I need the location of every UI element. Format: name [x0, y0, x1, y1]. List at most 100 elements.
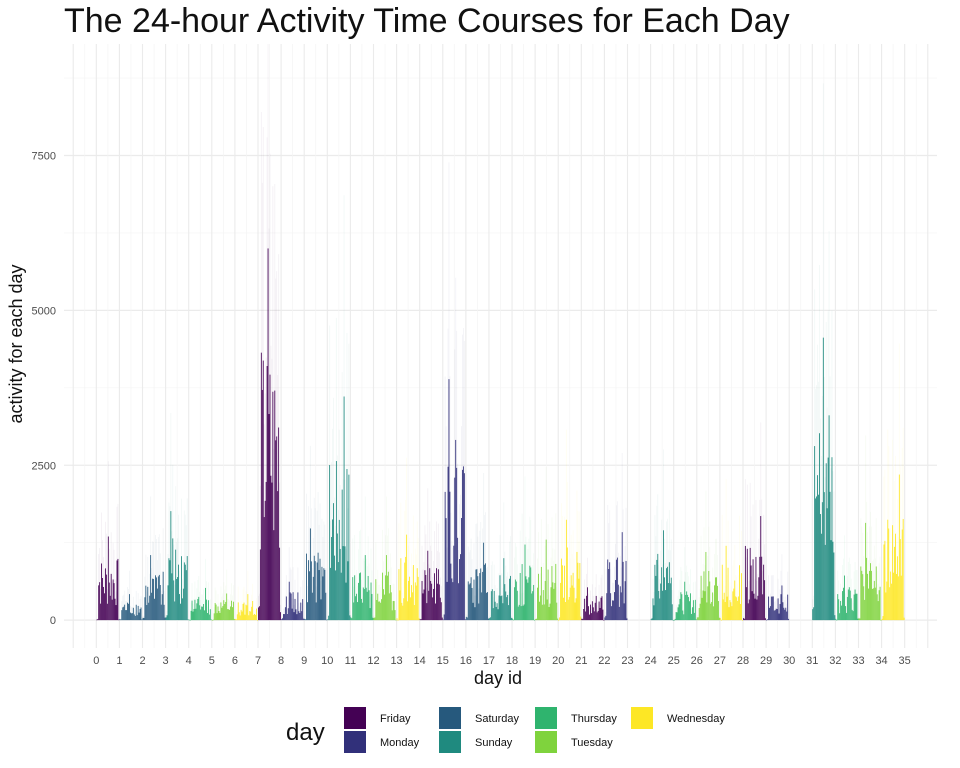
bar-shadow: [738, 575, 740, 597]
bar-shadow: [430, 545, 432, 581]
bar: [662, 590, 664, 621]
bar: [178, 564, 179, 621]
bar: [204, 610, 205, 621]
bar-shadow: [788, 617, 790, 619]
bar-shadow: [514, 542, 516, 580]
bar-shadow: [288, 547, 290, 582]
bar: [693, 612, 695, 621]
bar: [666, 568, 667, 621]
bar: [903, 617, 905, 621]
bar-shadow: [865, 435, 867, 523]
bar-shadow: [227, 599, 229, 610]
bar: [626, 618, 628, 621]
bar-shadow: [502, 587, 504, 604]
bar: [517, 606, 519, 621]
bar: [528, 577, 530, 621]
bar-shadow: [692, 582, 694, 601]
bar-shadow: [396, 616, 398, 619]
bar: [462, 469, 463, 621]
bar-shadow: [415, 554, 417, 586]
bar-shadow: [304, 617, 306, 619]
bar: [457, 537, 459, 621]
bar: [105, 574, 107, 621]
bar-shadow: [718, 615, 720, 618]
bar-shadow: [842, 564, 843, 592]
bar: [822, 337, 824, 621]
bar-shadow: [835, 617, 837, 619]
bar-shadow: [887, 429, 889, 520]
bar: [268, 414, 270, 621]
bar-shadow: [903, 615, 905, 618]
bar-shadow: [698, 597, 700, 609]
bar-shadow: [242, 589, 244, 604]
bar: [543, 604, 545, 621]
bar: [718, 617, 720, 621]
bar-shadow: [613, 582, 614, 601]
bar-shadow: [831, 310, 833, 458]
bar-shadow: [392, 583, 394, 601]
bar: [285, 596, 287, 621]
bar-shadow: [252, 583, 254, 602]
bar: [766, 619, 767, 621]
bar: [564, 602, 566, 621]
bar-shadow: [436, 521, 437, 569]
x-tick-label: 8: [278, 655, 284, 667]
bar: [596, 612, 598, 621]
bar: [433, 588, 435, 621]
bar-shadow: [697, 614, 699, 618]
bar-shadow: [101, 512, 103, 564]
bar: [515, 581, 517, 621]
bar-shadow: [626, 616, 628, 619]
bar-shadow: [699, 588, 701, 604]
bar-shadow: [264, 393, 266, 501]
bar-shadow: [254, 608, 256, 614]
bar-shadow: [576, 490, 578, 552]
bar-shadow: [161, 570, 163, 595]
bar: [516, 590, 518, 621]
bar: [275, 440, 277, 621]
bar-shadow: [895, 455, 896, 534]
bar: [458, 583, 460, 621]
bar-shadow: [837, 570, 839, 595]
bar: [530, 567, 532, 621]
bar-shadow: [248, 610, 250, 616]
bar: [731, 606, 733, 621]
bar: [104, 568, 106, 621]
bar: [444, 491, 446, 621]
legend-title: day: [286, 719, 325, 746]
bar-shadow: [224, 589, 226, 605]
bar: [385, 575, 386, 621]
bar: [156, 588, 158, 621]
bar: [742, 620, 743, 621]
bar-shadow: [538, 532, 539, 574]
bar-shadow: [772, 575, 774, 597]
bar-shadow: [495, 595, 497, 607]
bar-shadow: [504, 551, 506, 585]
bar: [785, 607, 787, 621]
bar: [839, 613, 841, 621]
bar: [862, 574, 864, 621]
bar: [861, 570, 863, 621]
bar: [445, 518, 447, 621]
bar: [846, 596, 848, 621]
bar-shadow: [116, 506, 118, 561]
bar-shadow: [283, 608, 284, 615]
bar: [448, 379, 450, 621]
bar-shadow: [509, 541, 511, 579]
bar: [580, 616, 582, 621]
bar-shadow: [331, 462, 333, 538]
bar-shadow: [339, 484, 341, 549]
bar-shadow: [552, 548, 554, 583]
bar: [621, 532, 623, 621]
bar: [211, 619, 213, 621]
bar-shadow: [387, 528, 389, 572]
bar-shadow: [739, 515, 741, 566]
bar-shadow: [448, 162, 450, 380]
bar: [898, 474, 900, 621]
bar: [479, 573, 481, 621]
bar-shadow: [338, 429, 340, 520]
bar-shadow: [525, 536, 527, 577]
bar: [210, 619, 212, 621]
bar: [357, 602, 358, 621]
bar: [150, 555, 152, 621]
